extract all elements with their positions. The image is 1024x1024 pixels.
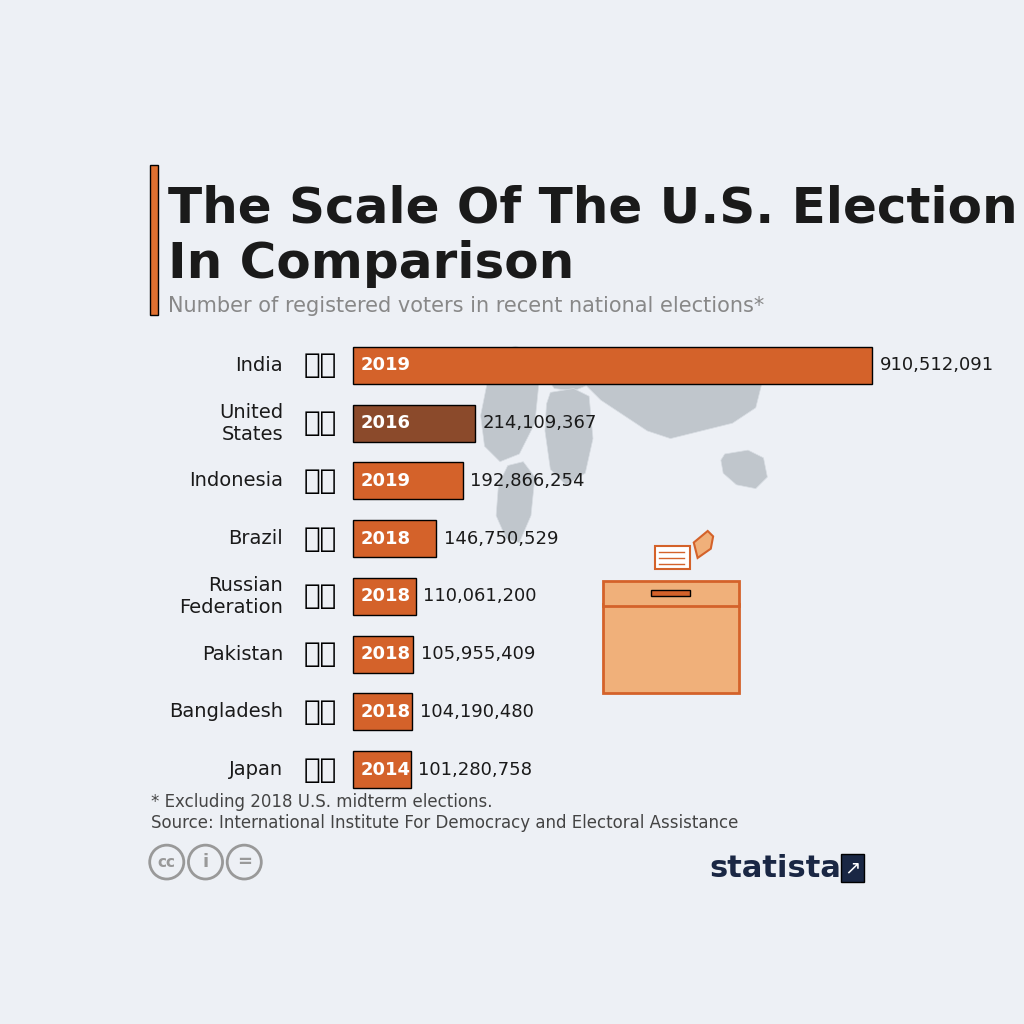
- Text: 105,955,409: 105,955,409: [421, 645, 536, 664]
- Text: ↗: ↗: [845, 859, 861, 878]
- Text: 2019: 2019: [360, 356, 411, 375]
- Text: 2018: 2018: [360, 588, 411, 605]
- Text: Brazil: Brazil: [228, 529, 283, 548]
- Text: Russian
Federation: Russian Federation: [179, 575, 283, 616]
- FancyBboxPatch shape: [352, 752, 411, 788]
- FancyBboxPatch shape: [841, 854, 864, 882]
- Polygon shape: [496, 462, 535, 543]
- FancyBboxPatch shape: [603, 604, 738, 692]
- Text: 2018: 2018: [360, 702, 411, 721]
- FancyBboxPatch shape: [352, 578, 416, 614]
- FancyBboxPatch shape: [469, 346, 910, 677]
- Text: Pakistan: Pakistan: [202, 645, 283, 664]
- Text: 104,190,480: 104,190,480: [420, 702, 534, 721]
- Text: 🇺🇸: 🇺🇸: [303, 410, 337, 437]
- Text: * Excluding 2018 U.S. midterm elections.: * Excluding 2018 U.S. midterm elections.: [152, 793, 493, 811]
- Text: i: i: [203, 853, 209, 871]
- Text: 2014: 2014: [360, 761, 411, 778]
- Text: 2019: 2019: [360, 472, 411, 489]
- Text: Number of registered voters in recent national elections*: Number of registered voters in recent na…: [168, 296, 765, 316]
- Text: In Comparison: In Comparison: [168, 240, 574, 288]
- Text: 🇧🇩: 🇧🇩: [303, 698, 337, 726]
- FancyBboxPatch shape: [352, 463, 463, 500]
- Text: 🇯🇵: 🇯🇵: [303, 756, 337, 783]
- Text: cc: cc: [158, 855, 176, 869]
- Text: Bangladesh: Bangladesh: [169, 702, 283, 722]
- Text: Source: International Institute For Democracy and Electoral Assistance: Source: International Institute For Demo…: [152, 814, 738, 833]
- FancyBboxPatch shape: [651, 590, 690, 596]
- Polygon shape: [693, 531, 713, 558]
- FancyBboxPatch shape: [603, 581, 738, 605]
- FancyBboxPatch shape: [352, 693, 413, 730]
- Text: =: =: [237, 853, 252, 871]
- Text: Indonesia: Indonesia: [189, 471, 283, 490]
- Polygon shape: [545, 388, 593, 484]
- Text: 101,280,758: 101,280,758: [418, 761, 532, 778]
- Text: The Scale Of The U.S. Election: The Scale Of The U.S. Election: [168, 184, 1018, 232]
- Text: 192,866,254: 192,866,254: [470, 472, 585, 489]
- Text: 2018: 2018: [360, 645, 411, 664]
- Text: 2016: 2016: [360, 414, 411, 432]
- Polygon shape: [721, 451, 767, 488]
- Polygon shape: [584, 350, 764, 438]
- Polygon shape: [547, 360, 589, 391]
- Text: 2018: 2018: [360, 529, 411, 548]
- FancyBboxPatch shape: [352, 520, 436, 557]
- FancyBboxPatch shape: [352, 636, 413, 673]
- Text: 🇷🇺: 🇷🇺: [303, 583, 337, 610]
- Text: 🇵🇰: 🇵🇰: [303, 640, 337, 669]
- FancyBboxPatch shape: [352, 347, 872, 384]
- Text: 214,109,367: 214,109,367: [482, 414, 597, 432]
- Text: India: India: [236, 356, 283, 375]
- Text: 🇧🇷: 🇧🇷: [303, 524, 337, 553]
- Text: 910,512,091: 910,512,091: [880, 356, 994, 375]
- Polygon shape: [496, 346, 527, 368]
- FancyBboxPatch shape: [150, 165, 159, 315]
- FancyBboxPatch shape: [655, 547, 690, 569]
- Text: 110,061,200: 110,061,200: [423, 588, 537, 605]
- Text: United
States: United States: [219, 402, 283, 443]
- Text: Japan: Japan: [229, 760, 283, 779]
- FancyBboxPatch shape: [352, 404, 475, 441]
- Text: 🇮🇩: 🇮🇩: [303, 467, 337, 495]
- Polygon shape: [480, 370, 539, 462]
- Text: statista: statista: [710, 854, 841, 883]
- Text: 146,750,529: 146,750,529: [444, 529, 559, 548]
- Text: 🇮🇳: 🇮🇳: [303, 351, 337, 380]
